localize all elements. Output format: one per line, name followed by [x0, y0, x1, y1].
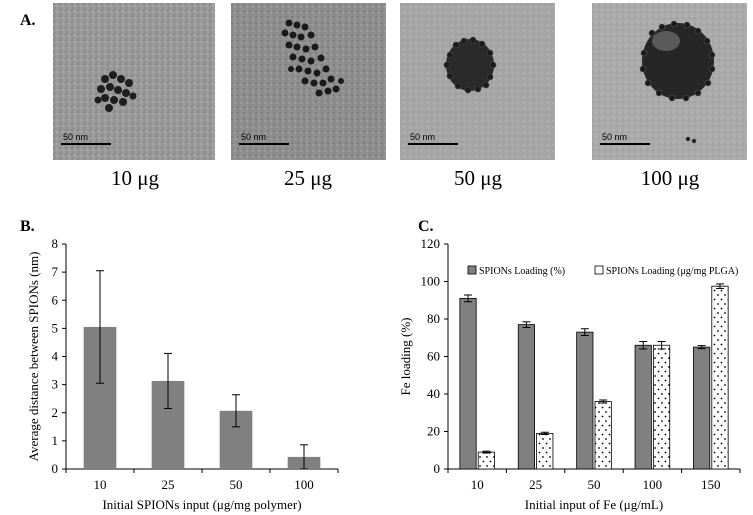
x-axis-label: Initial SPIONs input (μg/mg polymer) [102, 497, 301, 512]
y-tick-label: 100 [421, 274, 441, 289]
x-tick-label: 100 [294, 477, 314, 492]
x-tick-label: 10 [94, 477, 107, 492]
legend-swatch [594, 265, 604, 275]
y-tick-label: 8 [52, 236, 59, 251]
bar-ugmg [477, 451, 495, 470]
legend-label: SPIONs Loading (%) [479, 266, 565, 277]
tem-micrograph [400, 3, 555, 160]
y-tick-label: 3 [52, 377, 59, 392]
bar-ugmg [711, 285, 729, 470]
y-axis-label: Fe loading (%) [398, 318, 413, 396]
panel-label-a: A. [20, 12, 36, 29]
legend-label: SPIONs Loading (μg/mg PLGA) [606, 266, 738, 277]
x-tick-label: 25 [529, 477, 542, 492]
tem-micrograph [231, 3, 386, 160]
y-tick-label: 7 [52, 264, 59, 279]
tem-caption-25: 25 μg [283, 166, 332, 190]
x-tick-label: 50 [588, 477, 601, 492]
bar-percent [459, 297, 477, 470]
tem-micrograph [592, 3, 747, 160]
x-tick-label: 50 [230, 477, 243, 492]
bar-percent [576, 331, 594, 470]
y-tick-label: 80 [427, 311, 440, 326]
scale-label: 50 nm [410, 132, 436, 142]
scale-bar [408, 143, 458, 145]
panel-label-b: B. [20, 218, 35, 235]
x-tick-label: 10 [471, 477, 484, 492]
y-tick-label: 0 [52, 461, 59, 476]
bar-ugmg [594, 401, 612, 470]
y-tick-label: 60 [427, 349, 440, 364]
panel-label-c: C. [418, 218, 434, 235]
tem-micrograph [53, 3, 215, 160]
scale-label: 50 nm [602, 132, 628, 142]
tem-image-100: 50 nm [592, 3, 747, 160]
scale-bar [239, 143, 289, 145]
scale-bar [61, 143, 111, 145]
y-tick-label: 6 [52, 292, 59, 307]
x-tick-label: 100 [643, 477, 663, 492]
tem-image-10: 50 nm [53, 3, 215, 160]
bar-percent [634, 344, 652, 470]
y-tick-label: 2 [52, 405, 59, 420]
y-axis-label: Average distance between SPIONs (nm) [26, 252, 41, 462]
y-tick-label: 5 [52, 320, 59, 335]
y-tick-label: 1 [52, 433, 59, 448]
chart-b: 0 1 2 3 4 5 6 7 8 10 25 50 100 Initial SPIONs input (… [26, 236, 339, 512]
x-tick-label: 150 [701, 477, 721, 492]
x-tick-label: 25 [162, 477, 175, 492]
scale-label: 50 nm [63, 132, 89, 142]
x-axis-label: Initial input of Fe (μg/mL) [525, 497, 663, 512]
y-tick-label: 0 [434, 461, 441, 476]
y-tick-label: 120 [421, 236, 441, 251]
y-tick-label: 40 [427, 386, 440, 401]
legend-swatch [467, 265, 477, 275]
bar-ugmg [652, 344, 671, 470]
y-tick-label: 4 [52, 349, 59, 364]
chart-c: 0 20 40 60 80 100 120 10 25 50 100 150 SPIONs Loadin… [398, 236, 741, 512]
tem-image-25: 50 nm [231, 3, 386, 160]
scale-label: 50 nm [241, 132, 267, 142]
bar-percent [693, 346, 711, 470]
y-tick-label: 20 [427, 424, 440, 439]
tem-caption-100: 100 μg [640, 166, 700, 190]
bar-percent [517, 324, 536, 470]
bar-ugmg [536, 432, 554, 470]
scale-bar [600, 143, 650, 145]
tem-caption-50: 50 μg [453, 166, 502, 190]
tem-caption-10: 10 μg [110, 166, 159, 190]
tem-image-50: 50 nm [400, 3, 555, 160]
